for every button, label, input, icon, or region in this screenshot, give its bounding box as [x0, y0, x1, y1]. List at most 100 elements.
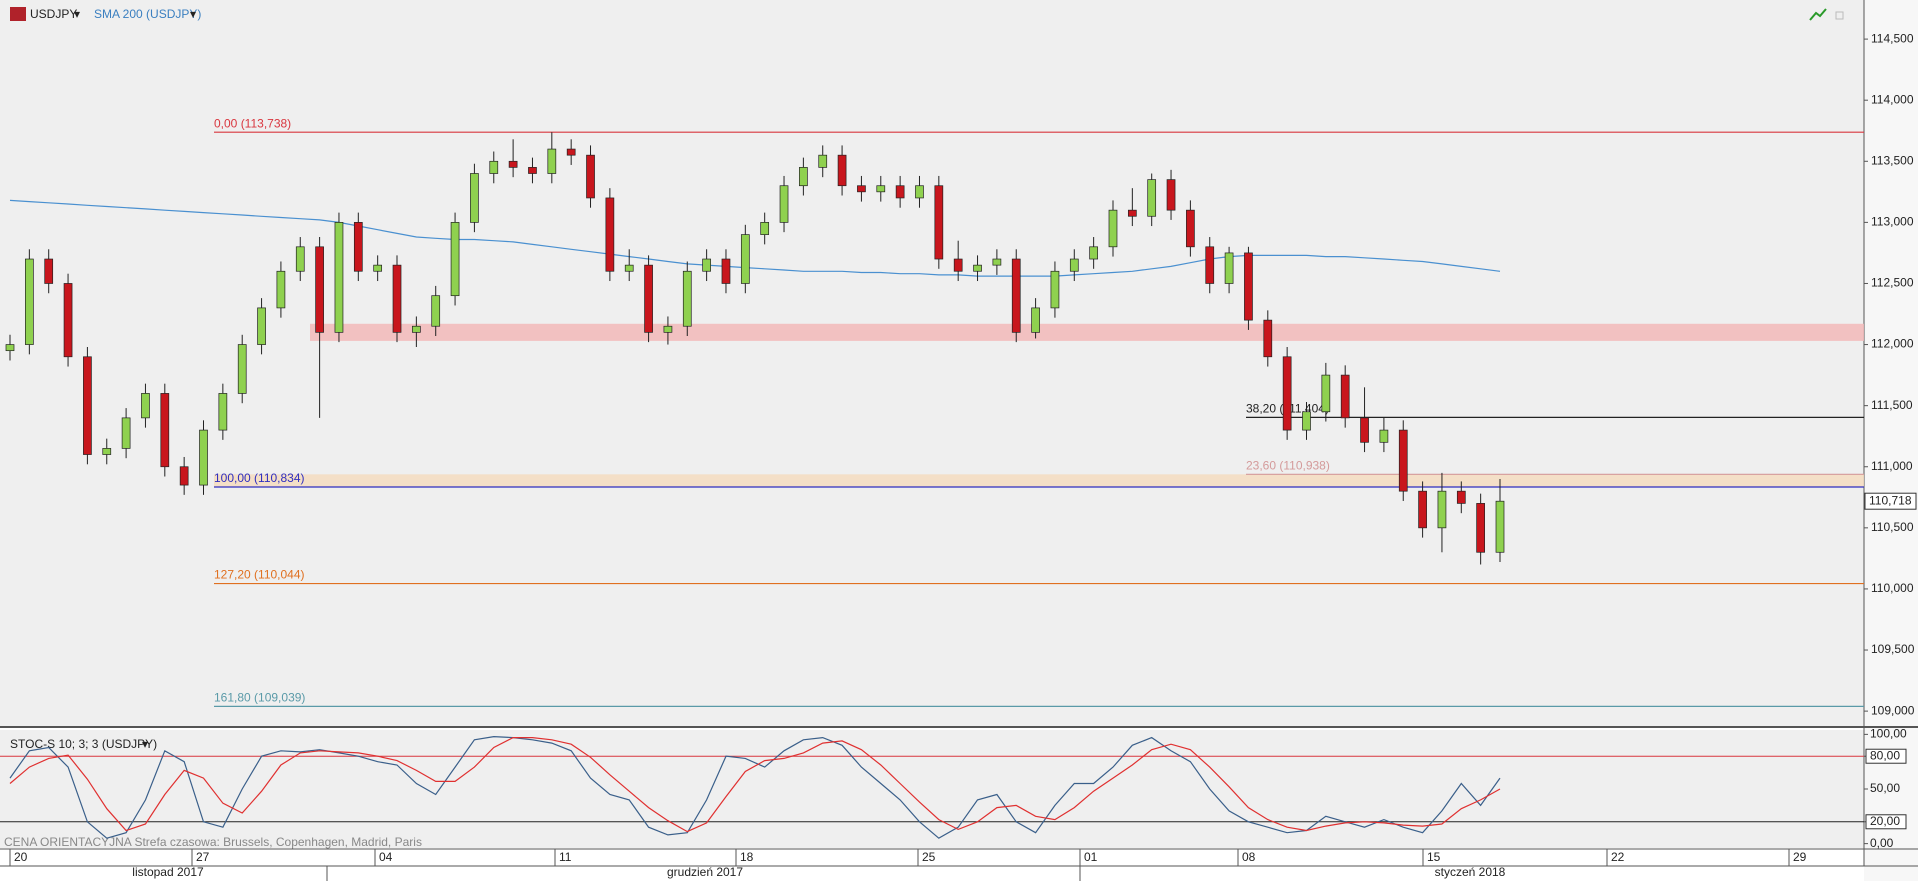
stoch-panel — [0, 730, 1864, 848]
candle-body — [1263, 319, 1273, 358]
fib-label: 0,00 (113,738) — [214, 116, 291, 130]
dropdown[interactable]: ▾ — [142, 737, 148, 751]
candle-body — [353, 222, 363, 272]
candle-body — [1418, 490, 1427, 529]
month-label: grudzień 2017 — [667, 865, 743, 879]
candle-body — [1031, 307, 1040, 333]
candle-body — [992, 258, 1002, 266]
y-tick-label: 111,500 — [1871, 398, 1913, 412]
candle-body — [818, 154, 828, 168]
candle-body — [179, 466, 189, 486]
candle-body — [1186, 209, 1195, 248]
stoch-d — [9, 737, 1501, 833]
y-tick-label: 114,000 — [1871, 92, 1914, 106]
y-tick-label: 114,500 — [1871, 31, 1914, 45]
candle-body — [1340, 374, 1350, 419]
month-label: listopad 2017 — [132, 865, 204, 879]
indicator[interactable]: SMA 200 (USDJPY) — [94, 7, 201, 21]
x-tick-label: 27 — [196, 850, 210, 864]
y-tick-label: 109,500 — [1871, 642, 1915, 656]
y-tick-label: 80,00 — [1870, 748, 1900, 762]
x-tick-label: 15 — [1427, 850, 1441, 864]
y-tick-label: 112,500 — [1871, 276, 1914, 290]
candle-body — [412, 325, 421, 333]
candle-body — [953, 258, 963, 272]
tick-box — [1865, 748, 1907, 764]
candle-body — [1069, 258, 1079, 272]
candle-body — [83, 356, 92, 455]
candle-body — [63, 283, 73, 358]
fib-label: 23,60 (110,938) — [1246, 458, 1330, 472]
candle-body — [1147, 179, 1157, 217]
candle-body — [508, 160, 518, 168]
x-tick-label: 01 — [1084, 850, 1098, 864]
chart-icon[interactable] — [1809, 8, 1827, 21]
candle-body — [1321, 374, 1331, 413]
stoch-k — [9, 735, 1501, 839]
y-tick-label: 110,500 — [1871, 520, 1914, 534]
x-tick-label: 25 — [922, 850, 936, 864]
candle-body — [857, 185, 866, 193]
candle-body — [1166, 179, 1176, 211]
candle-body — [470, 173, 479, 223]
candle-body — [373, 264, 383, 272]
candle-body — [431, 295, 441, 327]
y-tick-label: 50,00 — [1870, 781, 1900, 795]
fib-label: 100,00 (110,834) — [214, 471, 305, 485]
candle-body — [586, 154, 595, 199]
candle-body — [489, 160, 499, 174]
candle-body — [5, 344, 15, 352]
candle-body — [1398, 429, 1408, 492]
candle-body — [44, 258, 54, 284]
candle-body — [915, 185, 924, 199]
month-label: styczeń 2018 — [1435, 865, 1506, 879]
footnote: CENA ORIENTACYJNA Strefa czasowa: Brusse… — [4, 835, 422, 849]
candle-body — [1108, 209, 1118, 248]
candle-body — [1011, 258, 1021, 333]
candle-body — [1050, 270, 1060, 309]
candle-body — [779, 185, 789, 223]
candle-body — [973, 264, 982, 272]
candle-body — [1476, 503, 1485, 553]
last-price-box — [1864, 492, 1917, 510]
candle-body — [605, 197, 615, 272]
symbol-icon — [10, 7, 26, 21]
y-tick-label: 111,000 — [1871, 459, 1913, 473]
stoch-title[interactable]: STOC-S 10; 3; 3 (USDJPY) — [10, 737, 157, 751]
x-tick-label: 29 — [1793, 850, 1807, 864]
candle-body — [528, 167, 537, 174]
candle-body — [450, 222, 460, 297]
y-tick-label: 113,500 — [1871, 153, 1914, 167]
candle-body — [1437, 490, 1447, 529]
y-tick-label: 110,000 — [1871, 581, 1914, 595]
x-tick-label: 11 — [559, 850, 572, 864]
candle-body — [25, 258, 34, 345]
candle-body — [547, 148, 557, 174]
candle-body — [1379, 429, 1389, 443]
symbol[interactable]: USDJPY — [30, 7, 77, 21]
candle-body — [315, 246, 324, 333]
fib-label: 127,20 (110,044) — [214, 568, 305, 582]
y-tick-label: 113,000 — [1871, 215, 1914, 229]
y-tick-label: 20,00 — [1870, 814, 1900, 828]
candle-body — [1302, 411, 1311, 431]
candle-body — [218, 393, 228, 431]
candle-body — [1456, 490, 1466, 504]
candle-body — [1089, 246, 1098, 260]
candle-body — [1244, 252, 1253, 321]
dropdown[interactable]: ▾ — [190, 7, 196, 21]
candle-body — [237, 344, 247, 394]
y-tick-label: 100,00 — [1870, 727, 1907, 741]
candle-body — [334, 222, 344, 333]
window-icon[interactable] — [1835, 11, 1844, 20]
fib-label: 161,80 (109,039) — [214, 691, 305, 705]
candle-body — [760, 222, 770, 235]
candle-body — [644, 264, 653, 333]
candle-body — [392, 264, 402, 333]
candle-body — [1224, 252, 1234, 284]
candle-body — [566, 148, 576, 156]
candle-body — [663, 325, 673, 333]
dropdown[interactable]: ▾ — [74, 7, 80, 21]
candle-body — [276, 270, 286, 309]
